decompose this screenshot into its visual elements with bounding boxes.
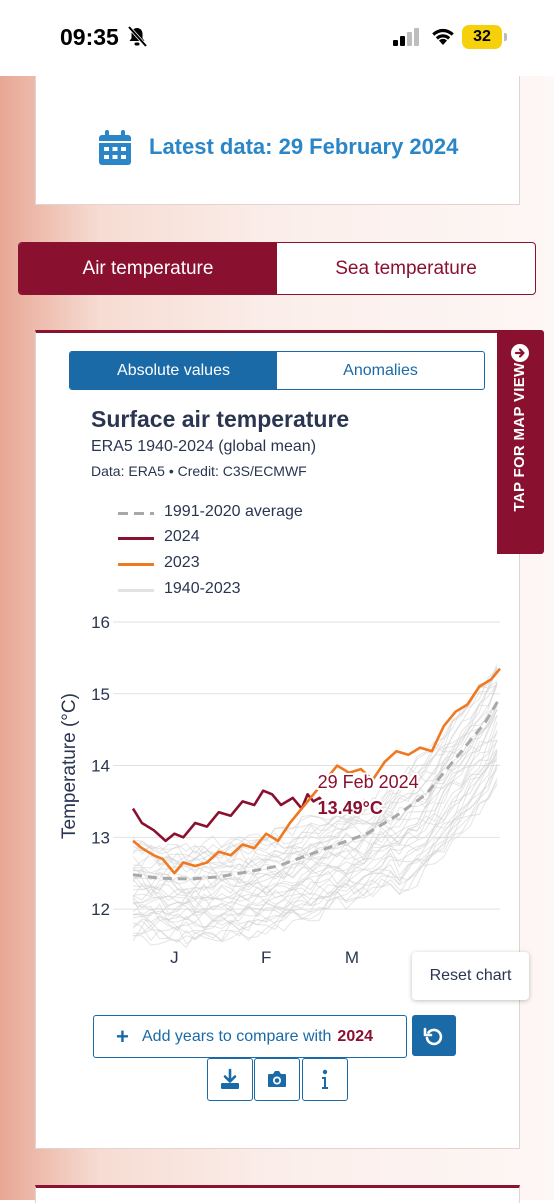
arrow-circle-right-icon xyxy=(511,344,529,362)
screenshot-button[interactable] xyxy=(254,1058,300,1101)
historical-series-line xyxy=(132,685,498,875)
y-tick-label: 13 xyxy=(91,828,110,847)
chart-title: Surface air temperature xyxy=(91,406,350,432)
series-line-2023 xyxy=(132,667,501,875)
annotation-value: 13.49°C xyxy=(318,798,383,818)
y-tick-label: 16 xyxy=(91,613,110,632)
calendar-icon xyxy=(99,130,131,165)
historical-series-line xyxy=(132,667,498,855)
legend-label: 2024 xyxy=(164,528,200,545)
historical-series-line xyxy=(133,768,498,943)
add-years-button[interactable]: + Add years to compare with 2024 xyxy=(93,1015,407,1058)
historical-series-line xyxy=(132,721,498,907)
map-view-tab[interactable]: TAP FOR MAP VIEW xyxy=(497,330,544,554)
historical-series-line xyxy=(132,705,498,885)
y-tick-label: 12 xyxy=(91,900,110,919)
add-years-text: Add years to compare with 2024 xyxy=(142,1016,373,1057)
historical-series-line xyxy=(132,667,498,860)
value-mode-toggle: Absolute values Anomalies xyxy=(69,351,485,390)
download-icon xyxy=(221,1068,239,1089)
legend-label: 1940-2023 xyxy=(164,580,241,597)
historical-series-line xyxy=(132,709,498,897)
historical-series-line xyxy=(132,704,498,891)
historical-series-line xyxy=(132,709,498,895)
historical-series-line xyxy=(132,683,498,868)
historical-series-line xyxy=(132,763,498,935)
x-tick-label: J xyxy=(170,948,179,967)
wifi-icon xyxy=(432,28,454,45)
x-tick-label: M xyxy=(345,948,359,967)
historical-series-line xyxy=(132,704,498,888)
legend-swatch xyxy=(118,512,154,515)
next-card xyxy=(35,1185,520,1203)
historical-series-line xyxy=(132,701,498,882)
legend-swatch xyxy=(118,589,154,592)
historical-series-line xyxy=(132,740,498,909)
historical-series-line xyxy=(132,766,498,932)
legend-swatch xyxy=(118,537,154,540)
signal-icon xyxy=(393,28,419,46)
y-tick-label: 15 xyxy=(91,685,110,704)
chart-card xyxy=(35,330,520,1149)
latest-data-text: Latest data: 29 February 2024 xyxy=(149,134,459,159)
tab-air-temperature[interactable]: Air temperature xyxy=(19,243,277,294)
add-years-year: 2024 xyxy=(337,1028,374,1045)
historical-series-line xyxy=(132,758,498,921)
status-time: 09:35 xyxy=(60,24,119,50)
annotation-date: 29 Feb 2024 xyxy=(318,772,419,792)
historical-series-line xyxy=(132,702,498,882)
map-view-label: TAP FOR MAP VIEW xyxy=(511,362,528,512)
toggle-absolute-values[interactable]: Absolute values xyxy=(70,352,277,389)
historical-series-line xyxy=(132,730,498,914)
historical-series-line xyxy=(132,714,498,902)
y-tick-label: 14 xyxy=(91,757,110,776)
toggle-anomalies[interactable]: Anomalies xyxy=(343,362,418,379)
add-years-label: Add years to compare with xyxy=(142,1028,332,1045)
camera-icon xyxy=(268,1071,286,1087)
reset-chart-button[interactable] xyxy=(412,1015,456,1056)
battery-level: 32 xyxy=(473,28,491,45)
plus-icon: + xyxy=(116,1024,129,1049)
historical-series-line xyxy=(132,760,498,924)
variable-tabs: Air temperature Sea temperature xyxy=(18,242,536,295)
bell-muted-icon xyxy=(127,25,148,48)
battery-tip xyxy=(504,33,507,41)
historical-series-line xyxy=(133,784,498,949)
reset-icon xyxy=(423,1027,443,1046)
download-button[interactable] xyxy=(207,1058,253,1101)
info-icon xyxy=(322,1069,328,1089)
chart-subtitle: ERA5 1940-2024 (global mean) xyxy=(91,438,317,455)
legend-label: 2023 xyxy=(164,554,200,571)
legend-label: 1991-2020 average xyxy=(164,503,303,520)
x-tick-label: F xyxy=(261,948,271,967)
battery-indicator: 32 xyxy=(462,25,502,49)
reset-chart-tooltip: Reset chart xyxy=(412,952,529,1000)
tab-sea-temperature[interactable]: Sea temperature xyxy=(335,258,477,279)
status-bar: 09:35 32 xyxy=(0,0,554,76)
series-line-1991-2020-average xyxy=(132,696,502,881)
chart-credit: Data: ERA5 • Credit: C3S/ECMWF xyxy=(91,463,307,479)
temperature-chart[interactable]: 12 13 14 15 16 J F M 29 Feb 2024 13.49°C xyxy=(0,600,554,980)
historical-series-line xyxy=(132,752,498,932)
legend-swatch xyxy=(118,563,154,566)
historical-series-line xyxy=(132,750,498,918)
info-button[interactable] xyxy=(302,1058,348,1101)
historical-series-line xyxy=(132,733,498,905)
